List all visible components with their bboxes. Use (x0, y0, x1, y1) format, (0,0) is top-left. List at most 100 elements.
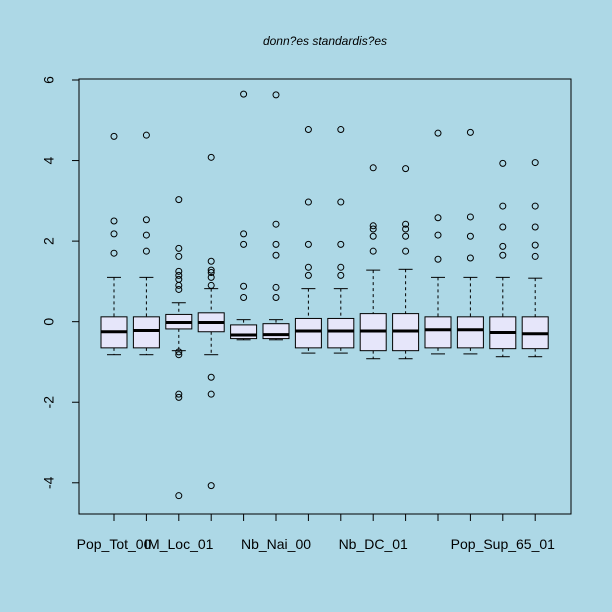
outlier-point (272, 91, 280, 99)
outlier-point (434, 129, 442, 137)
outlier-point (207, 153, 215, 161)
outlier-point (175, 196, 183, 204)
y-tick-label: 0 (41, 318, 57, 326)
outlier-point (499, 159, 507, 167)
outlier-point (272, 283, 280, 291)
outlier-point (434, 214, 442, 222)
outlier-point (142, 247, 150, 255)
outlier-point (110, 217, 118, 225)
outlier-point (175, 252, 183, 260)
outlier-point (304, 263, 312, 271)
y-tick-label: 6 (41, 76, 57, 84)
outlier-point (175, 492, 183, 500)
box-5 (230, 90, 258, 341)
outlier-point (531, 202, 539, 210)
outlier-point (369, 225, 377, 233)
outlier-point (402, 225, 410, 233)
box-13 (489, 159, 517, 358)
box-10 (392, 165, 420, 360)
outlier-point (175, 351, 183, 359)
outlier-point (175, 267, 183, 275)
outlier-point (369, 164, 377, 172)
x-tick-label: IM_Loc_01 (144, 536, 213, 552)
box-7 (294, 126, 322, 354)
outlier-point (304, 126, 312, 134)
outlier-point (369, 232, 377, 240)
y-tick-label: 4 (41, 156, 57, 164)
outlier-point (402, 232, 410, 240)
box-12 (456, 128, 484, 355)
outlier-point (304, 240, 312, 248)
outlier-point (369, 222, 377, 230)
box-6 (262, 91, 290, 341)
iqr-box (132, 316, 160, 349)
outlier-point (240, 294, 248, 302)
outlier-point (337, 263, 345, 271)
outlier-point (272, 251, 280, 259)
outlier-point (531, 241, 539, 249)
y-tick-label: -4 (41, 476, 57, 489)
outlier-point (434, 231, 442, 239)
x-tick-label: Nb_Nai_00 (241, 536, 311, 552)
chart-title: donn?es standardis?es (263, 34, 387, 48)
outlier-point (531, 159, 539, 167)
outlier-point (207, 373, 215, 381)
outlier-point (175, 275, 183, 283)
iqr-box (262, 323, 290, 340)
outlier-point (304, 271, 312, 279)
outlier-point (207, 281, 215, 289)
outlier-point (531, 223, 539, 231)
outlier-point (207, 390, 215, 398)
box-4 (197, 153, 225, 490)
outlier-point (499, 223, 507, 231)
outlier-point (175, 285, 183, 293)
outlier-point (499, 202, 507, 210)
outlier-point (175, 393, 183, 401)
iqr-box (327, 317, 355, 349)
iqr-box (230, 324, 258, 340)
y-axis: -4 -2 0 2 4 6 (41, 76, 80, 489)
outlier-point (402, 247, 410, 255)
outlier-point (110, 249, 118, 257)
iqr-box (456, 316, 484, 349)
outlier-point (207, 482, 215, 490)
outlier-point (434, 255, 442, 263)
outlier-point (142, 131, 150, 139)
iqr-box (424, 316, 452, 349)
outlier-point (466, 128, 474, 136)
outlier-point (175, 271, 183, 279)
outlier-point (304, 198, 312, 206)
outlier-point (175, 244, 183, 252)
outlier-point (402, 165, 410, 173)
outlier-point (110, 230, 118, 238)
outlier-point (337, 240, 345, 248)
y-tick-label: -2 (41, 396, 57, 409)
outlier-point (240, 90, 248, 98)
outlier-point (175, 390, 183, 398)
outlier-point (337, 198, 345, 206)
box-2 (132, 131, 160, 356)
iqr-box (294, 317, 322, 349)
outlier-point (110, 132, 118, 140)
outlier-point (499, 251, 507, 259)
x-tick-label: Pop_Sup_65_01 (451, 536, 556, 552)
outlier-point (272, 294, 280, 302)
boxes-group (100, 90, 549, 500)
box-8 (327, 126, 355, 354)
box-1 (100, 132, 128, 356)
box-11 (424, 129, 452, 355)
outlier-point (207, 269, 215, 277)
outlier-point (175, 348, 183, 356)
x-tick-label: Nb_DC_01 (339, 536, 408, 552)
outlier-point (466, 232, 474, 240)
box-9 (359, 164, 387, 360)
y-tick-label: 2 (41, 237, 57, 245)
outlier-point (337, 126, 345, 134)
outlier-point (142, 231, 150, 239)
box-14 (521, 159, 549, 358)
outlier-point (337, 271, 345, 279)
outlier-point (240, 240, 248, 248)
x-tick-label: Pop_Tot_00 (77, 536, 152, 552)
